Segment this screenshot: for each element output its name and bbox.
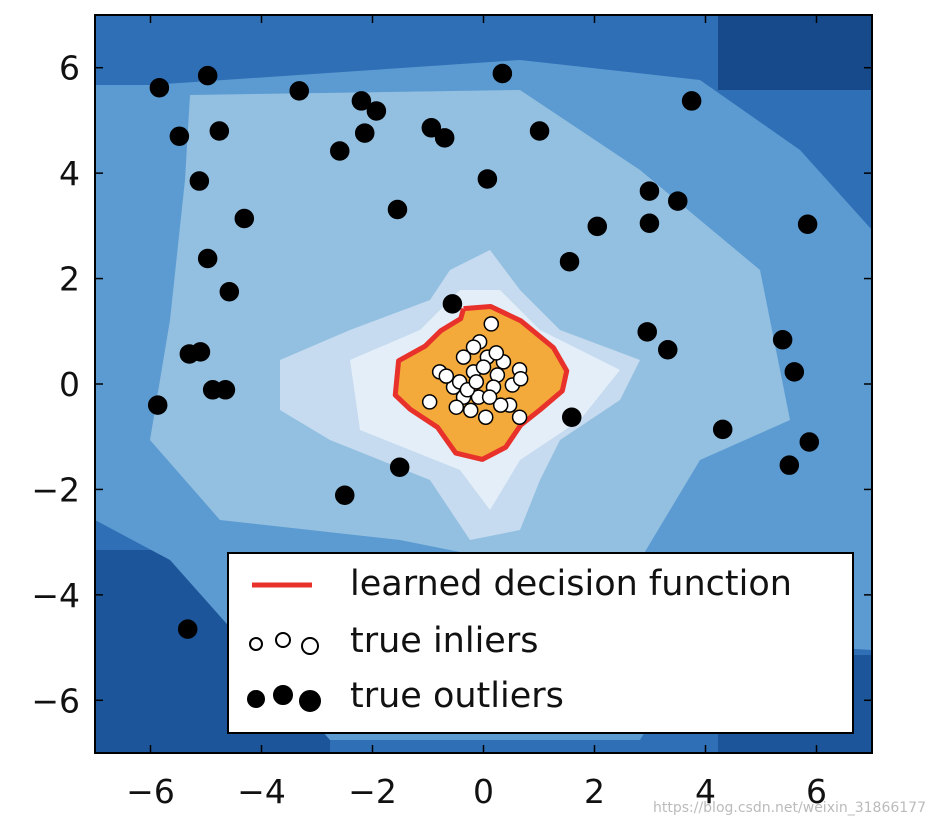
outlier-point (387, 199, 408, 220)
outlier-point (209, 121, 230, 141)
outlier-point (681, 91, 702, 111)
x-tick-label: 2 (584, 772, 605, 811)
legend-swatch (273, 685, 293, 705)
outlier-point (639, 213, 660, 233)
outlier-point (799, 432, 820, 452)
outlier-point (335, 485, 355, 505)
y-tick-label: 2 (59, 260, 80, 299)
decision-boundary (392, 304, 570, 462)
outlier-point (177, 619, 198, 639)
y-tick-label: 0 (59, 365, 80, 404)
legend-box (227, 552, 854, 734)
outlier-point (366, 101, 387, 121)
legend-swatch (249, 637, 263, 651)
inlier-point (448, 399, 465, 415)
outlier-point (169, 126, 190, 146)
outlier-point (529, 121, 550, 141)
outlier-point (354, 123, 375, 143)
x-tick-label: −2 (348, 772, 397, 811)
outlier-point (219, 282, 240, 302)
outlier-point (421, 118, 442, 138)
inlier-point (483, 316, 500, 332)
legend-label: true outliers (350, 676, 564, 716)
legend-swatch (301, 637, 319, 655)
legend-label: learned decision function (350, 564, 792, 604)
inlier-point (511, 409, 528, 425)
outlier-point (784, 362, 805, 382)
legend: learned decision function true inliers tru… (227, 552, 854, 734)
outlier-point (147, 395, 168, 415)
x-tick-label: −6 (126, 772, 175, 811)
legend-swatch (247, 690, 265, 708)
legend-swatch (299, 690, 321, 712)
inlier-point (462, 402, 479, 419)
legend-swatch (275, 632, 291, 648)
outlier-point (215, 380, 236, 400)
outlier-point (330, 141, 350, 161)
outlier-point (442, 294, 463, 314)
outlier-point (389, 457, 410, 478)
inlier-point (488, 345, 505, 361)
outlier-point (234, 208, 255, 229)
inlier-point (438, 368, 455, 384)
outlier-point (668, 191, 688, 211)
x-tick-label: −4 (237, 772, 286, 811)
outlier-point (197, 248, 218, 269)
y-tick-label: −2 (31, 470, 80, 509)
outlier-point (637, 322, 657, 342)
inlier-point (492, 397, 509, 413)
inlier-point (421, 394, 438, 410)
outlier-point (797, 214, 818, 235)
outlier-point (492, 63, 513, 84)
plot-area (147, 63, 820, 639)
outlier-point (772, 329, 793, 350)
outlier-point (149, 77, 170, 98)
y-tick-label: 6 (59, 49, 80, 88)
outlier-point (190, 342, 211, 362)
y-tick-label: −4 (31, 576, 80, 615)
inlier-point (481, 389, 498, 405)
outlier-point (434, 128, 455, 148)
outlier-point (561, 407, 582, 427)
outlier-point (658, 339, 678, 360)
x-tick-label: 4 (695, 772, 716, 811)
inlier-point (512, 370, 529, 387)
x-tick-label: 6 (806, 772, 827, 811)
inlier-point (455, 349, 472, 365)
inlier-point (468, 374, 485, 390)
outlier-point (639, 181, 660, 201)
inlier-point (465, 339, 482, 355)
inlier-point (475, 359, 492, 375)
contour-level (718, 15, 872, 90)
y-tick-label: 4 (59, 154, 80, 193)
outlier-point (587, 216, 608, 237)
outlier-point (289, 81, 309, 101)
inlier-point (477, 409, 494, 425)
outlier-point (477, 169, 498, 189)
legend-label: true inliers (350, 621, 538, 661)
outlier-point (197, 65, 218, 86)
watermark: https://blog.csdn.net/weixin_31866177 (653, 800, 926, 816)
outlier-point (189, 171, 210, 191)
outlier-point (351, 91, 372, 111)
outlier-point (712, 419, 733, 440)
outlier-point (559, 251, 580, 272)
outlier-point (779, 455, 800, 475)
x-tick-label: 0 (473, 772, 494, 811)
y-tick-label: −6 (31, 681, 80, 720)
